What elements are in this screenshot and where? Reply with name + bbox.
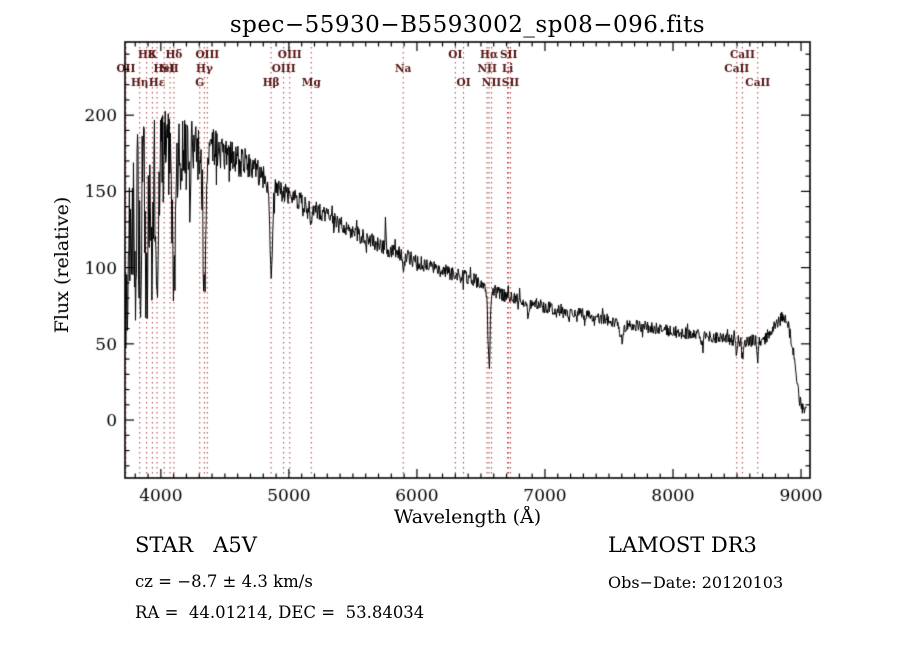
obs-date-text: Obs−Date: 20120103 [608,573,784,592]
survey-release-text: LAMOST DR3 [608,533,757,557]
x-axis-label: Wavelength (Å) [393,506,542,528]
y-axis-label: Flux (relative) [51,196,73,334]
plot-title: spec−55930−B5593002_sp08−096.fits [229,12,706,38]
classification-text: STAR A5V [135,533,257,557]
radial-velocity-text: cz = −8.7 ± 4.3 km/s [135,572,313,591]
coordinates-text: RA = 44.01214, DEC = 53.84034 [135,603,425,622]
